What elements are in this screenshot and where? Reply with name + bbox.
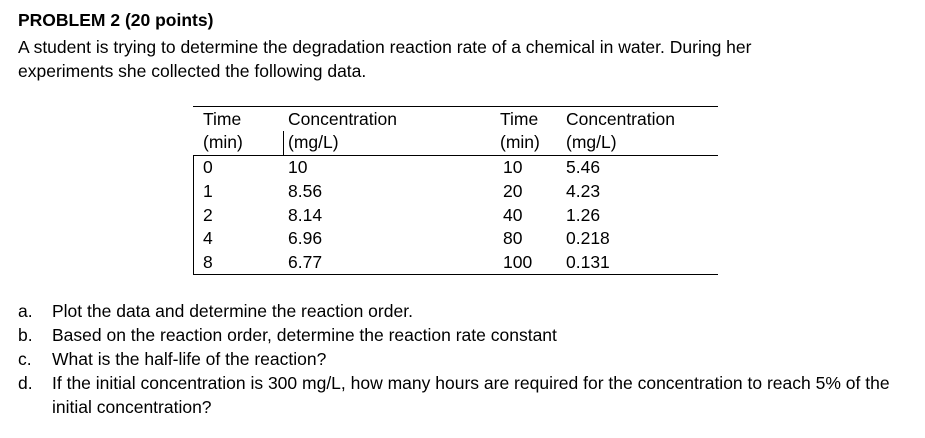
table-cell: 10: [503, 157, 523, 177]
table-header: Time: [203, 109, 242, 129]
question-label: b.: [18, 325, 33, 345]
table-cell: 80: [503, 228, 523, 249]
table-header: Time: [500, 109, 539, 129]
table-cell: 4.23: [566, 180, 601, 201]
question-text: Plot the data and determine the reaction…: [52, 301, 413, 321]
question-text: Based on the reaction order, determine t…: [52, 325, 557, 345]
table-header: Concentration: [288, 109, 397, 129]
table-cell: 1.26: [566, 204, 601, 225]
table-cell: 0: [203, 157, 213, 177]
question-label: d.: [18, 373, 33, 393]
table-header-rule: [193, 155, 718, 156]
table-cell: 5.46: [566, 157, 601, 177]
table-bottom-rule: [193, 274, 718, 275]
intro-line: experiments she collected the following …: [18, 61, 367, 81]
table-cell: 0.218: [566, 228, 610, 249]
table-top-rule: [193, 106, 718, 107]
problem-title: PROBLEM 2 (20 points): [18, 10, 214, 30]
table-cell: 4: [203, 228, 213, 249]
table-cell: 8.14: [288, 204, 323, 225]
table-cell: 8: [203, 252, 213, 273]
question-text: What is the half-life of the reaction?: [52, 349, 327, 369]
table-cell: 8.56: [288, 180, 323, 201]
table-header: (min): [500, 132, 540, 152]
table-cell: 1: [203, 180, 213, 201]
table-cell: 6.96: [288, 228, 323, 249]
table-column-rule: [283, 131, 284, 155]
table-header: (mg/L): [288, 132, 339, 152]
question-label: c.: [18, 349, 32, 369]
table-cell: 10: [288, 157, 308, 177]
table-cell: 2: [203, 204, 213, 225]
table-cell: 6.77: [288, 252, 323, 273]
table-cell: 0.131: [566, 252, 610, 273]
table-header: Concentration: [566, 109, 675, 129]
question-label: a.: [18, 301, 33, 321]
table-left-rule: [193, 155, 194, 274]
table-cell: 100: [503, 252, 533, 273]
intro-line: A student is trying to determine the deg…: [18, 37, 752, 57]
table-header: (min): [203, 132, 243, 152]
table-header: (mg/L): [566, 132, 617, 152]
table-cell: 40: [503, 204, 523, 225]
question-text: If the initial concentration is 300 mg/L…: [52, 373, 890, 417]
table-cell: 20: [503, 180, 523, 201]
